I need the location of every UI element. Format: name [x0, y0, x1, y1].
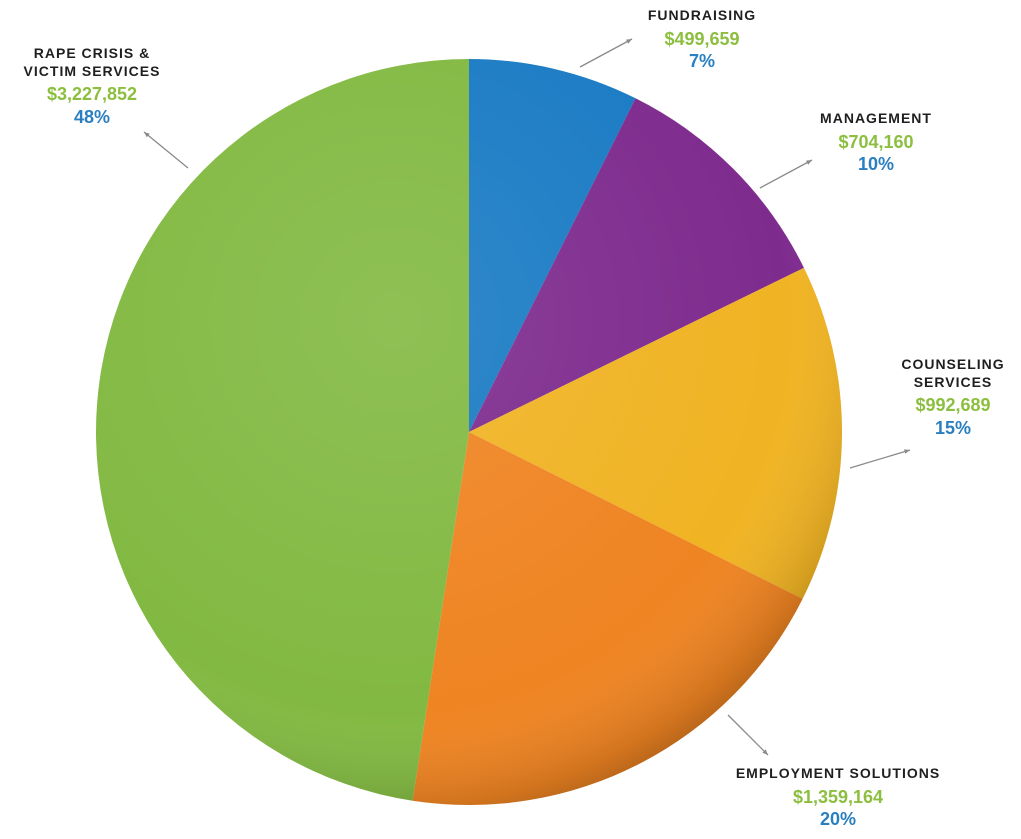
leader-line-employment — [727, 714, 769, 756]
leader-arrowhead-management — [806, 160, 812, 165]
leader-arrowhead-employment — [762, 749, 768, 755]
category-rape-crisis-line2: VICTIM SERVICES — [23, 62, 161, 79]
category-employment: EMPLOYMENT SOLUTIONS — [735, 765, 941, 781]
percent-management: 10% — [857, 154, 895, 174]
label-rape-crisis: RAPE CRISIS & VICTIM SERVICES $3,227,852… — [24, 45, 161, 128]
label-employment: EMPLOYMENT SOLUTIONS $1,359,164 20% — [736, 765, 940, 831]
amount-rape-crisis: $3,227,852 — [46, 84, 138, 104]
category-counseling-line2: SERVICES — [913, 373, 993, 390]
category-rape-crisis-line1: RAPE CRISIS & — [33, 45, 151, 61]
pie-shading — [96, 59, 842, 805]
percent-employment: 20% — [819, 809, 857, 829]
leader-line-fundraising — [579, 38, 633, 68]
amount-employment: $1,359,164 — [792, 786, 884, 807]
leader-arrowhead-counseling — [904, 449, 910, 454]
percent-fundraising: 7% — [688, 51, 716, 71]
category-counseling-line1: COUNSELING — [901, 356, 1005, 372]
category-fundraising: FUNDRAISING — [647, 7, 757, 23]
label-management: MANAGEMENT $704,160 10% — [820, 110, 932, 176]
percent-rape-crisis: 48% — [73, 106, 111, 127]
leader-line-rape-crisis — [143, 131, 189, 169]
leader-arrowhead-fundraising — [626, 39, 632, 44]
category-management: MANAGEMENT — [820, 110, 932, 126]
amount-counseling: $992,689 — [915, 395, 991, 415]
label-counseling: COUNSELING SERVICES $992,689 15% — [901, 356, 1004, 439]
label-fundraising: FUNDRAISING $499,659 7% — [648, 7, 756, 73]
leader-line-counseling — [849, 449, 911, 469]
amount-management: $704,160 — [838, 131, 914, 152]
percent-counseling: 15% — [934, 417, 972, 438]
leader-arrowhead-rape-crisis — [144, 132, 150, 138]
amount-fundraising: $499,659 — [664, 28, 740, 49]
leader-line-management — [759, 159, 813, 189]
